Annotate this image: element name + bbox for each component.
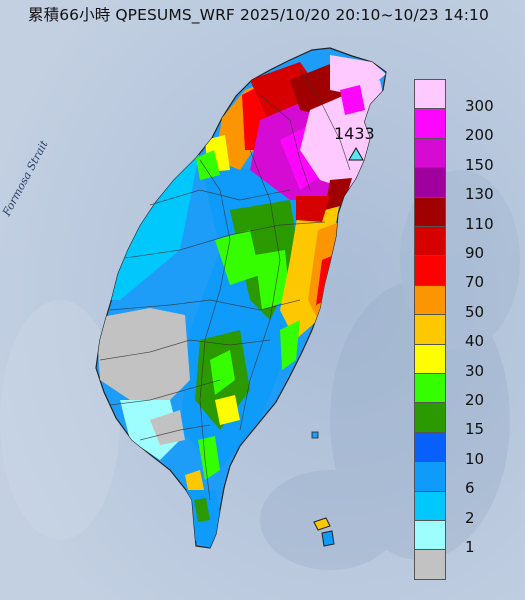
legend-label: 110 [465,214,494,233]
legend-label: 300 [465,97,494,115]
legend-label: 90 [465,244,485,262]
legend-swatch [414,343,446,374]
legend-label: 150 [465,155,494,174]
triangle-marker [348,147,364,161]
legend-label: 6 [465,479,475,498]
max-station-value: 1433 [334,124,375,143]
legend-swatch [414,431,446,463]
legend-label: 10 [465,449,485,468]
legend-label: 40 [465,332,485,351]
legend-swatch [414,79,446,110]
island-small [313,517,331,531]
legend-swatch [414,314,446,345]
legend-swatch [414,167,446,198]
legend-swatch [414,549,446,580]
legend-label: 50 [465,302,485,321]
legend-swatch [414,137,446,169]
county-borders [99,69,351,501]
legend-label: 200 [465,126,494,145]
legend-swatch [414,402,446,433]
legend-swatch [414,490,446,521]
legend-swatch [414,255,446,286]
map-title: 累積66小時 QPESUMS_WRF 2025/10/20 20:10~10/2… [28,6,489,24]
legend-swatch [414,226,446,257]
legend-label: 30 [465,361,485,380]
islet [311,431,319,439]
legend-label: 70 [465,273,485,292]
legend-label: 20 [465,391,485,409]
legend-swatch [414,520,446,551]
legend-label: 15 [465,420,485,439]
legend-swatch [414,284,446,316]
legend-label: 1 [465,538,475,556]
legend-swatch [414,196,446,227]
legend-label: 130 [465,185,494,204]
island-small-south [321,530,335,547]
legend-label: 2 [465,508,475,527]
legend-swatch [414,373,446,404]
legend-swatch [414,108,446,139]
legend-swatch [414,461,446,492]
